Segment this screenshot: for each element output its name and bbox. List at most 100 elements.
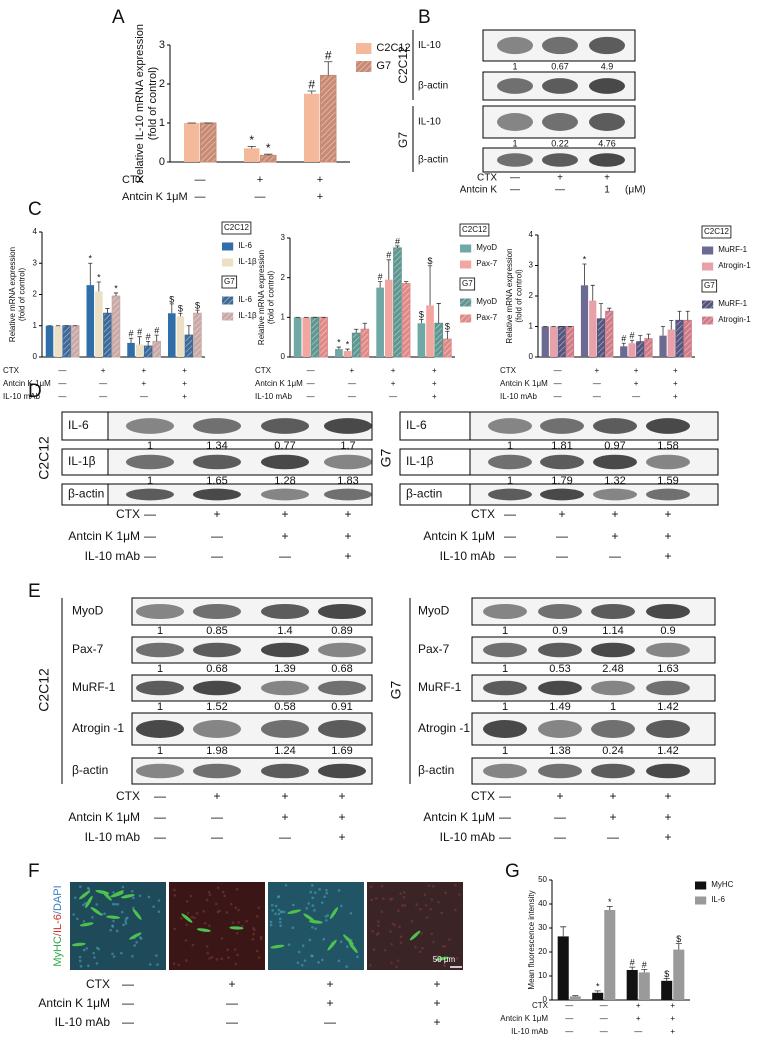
treatment-mark: — [554, 830, 566, 844]
blot-band [261, 454, 309, 470]
bar [86, 285, 95, 357]
significance-mark: $ [169, 294, 174, 304]
nucleus [345, 965, 349, 968]
nucleus [423, 893, 427, 897]
error-bar [113, 292, 119, 297]
nucleus [114, 903, 117, 906]
nucleus [432, 884, 435, 888]
treatment-mark: — [504, 507, 516, 521]
treatment-label: IL-10 mAb [440, 549, 496, 563]
treatment-mark: — [226, 996, 238, 1010]
blot-band [193, 488, 241, 501]
treatment-mark: — [122, 977, 134, 991]
blot-band [589, 78, 625, 94]
error-bar [88, 262, 93, 286]
quantification: 1.69 [331, 745, 352, 757]
cell-line-label: G7 [396, 132, 410, 148]
treatment-label: Antcin K [460, 185, 498, 196]
blot-band [324, 418, 372, 434]
error-bar [264, 153, 273, 156]
blot-band [497, 36, 533, 55]
nucleus [131, 955, 134, 958]
treatment-mark: + [213, 507, 220, 521]
treatment-mark: + [317, 174, 323, 186]
treatment-mark: + [326, 977, 333, 991]
nucleus [443, 964, 446, 968]
stain-label-part: /DAPI [52, 885, 64, 914]
y-tick-label: 1 [529, 322, 534, 331]
blot-band [261, 488, 309, 501]
treatment-mark: — [600, 1001, 608, 1010]
bar [111, 295, 121, 358]
nucleus [120, 910, 124, 914]
nucleus [443, 944, 447, 948]
nucleus [223, 894, 226, 898]
nucleus [92, 951, 95, 955]
legend-group-title: G7 [462, 279, 473, 288]
nucleus [190, 915, 194, 919]
legend-group-box [221, 221, 252, 235]
bar [417, 323, 426, 357]
nucleus [195, 911, 199, 915]
y-axis-label: (fold of control) [267, 270, 276, 324]
bar [557, 936, 569, 1000]
panel-label: B [418, 7, 431, 28]
nucleus [226, 948, 230, 952]
nucleus [455, 956, 459, 960]
treatment-mark: — [226, 1015, 238, 1029]
legend-swatch [702, 246, 714, 255]
significance-mark: $ [445, 322, 450, 332]
label-frame [61, 448, 109, 476]
quantification: 0.9 [660, 625, 675, 637]
nucleus [457, 893, 461, 896]
nucleus [269, 920, 273, 924]
treatment-mark: + [664, 549, 671, 563]
nucleus [441, 945, 445, 948]
quantification: 1.14 [602, 625, 623, 637]
blot-band [538, 680, 582, 696]
quantification: 1.63 [657, 663, 678, 675]
nucleus [325, 888, 328, 892]
nucleus [234, 906, 238, 909]
nucleus [300, 963, 304, 967]
significance-mark: $ [664, 969, 669, 979]
panel-label: C [28, 199, 42, 220]
y-axis-label: Relative mRNA expression [8, 247, 17, 342]
quantification: 0.22 [551, 138, 569, 148]
nucleus [124, 922, 128, 925]
bar [335, 349, 343, 357]
nucleus [399, 941, 403, 945]
nucleus [274, 912, 277, 916]
quantification: 0.91 [331, 701, 352, 713]
myotube [196, 928, 211, 932]
treatment-mark: + [344, 549, 351, 563]
treatment-mark: — [554, 392, 562, 401]
error-bar [386, 259, 391, 280]
treatment-mark: + [670, 1001, 675, 1010]
bar [184, 334, 194, 358]
blot-band [261, 763, 309, 779]
significance-mark: # [630, 957, 635, 967]
nucleus [389, 930, 392, 933]
nucleus [297, 950, 301, 954]
blot-band [538, 763, 582, 779]
bar [127, 342, 135, 357]
nucleus [203, 921, 207, 925]
treatment-mark: — [504, 529, 516, 543]
myotube [181, 913, 193, 923]
nucleus [399, 935, 403, 938]
nucleus [454, 908, 457, 912]
legend-label: Pax-7 [476, 313, 497, 322]
myotube [270, 944, 285, 949]
nucleus [421, 946, 424, 950]
bar [200, 122, 217, 163]
micrograph [268, 882, 364, 970]
quantification: 0.24 [602, 745, 623, 757]
nucleus [448, 938, 451, 941]
significance-mark: * [97, 272, 101, 282]
y-tick-label: 40 [538, 899, 547, 908]
legend-group-box [701, 279, 718, 293]
row-label: IL-6 [68, 418, 89, 432]
myotube [348, 941, 358, 954]
error-bar [572, 995, 579, 997]
